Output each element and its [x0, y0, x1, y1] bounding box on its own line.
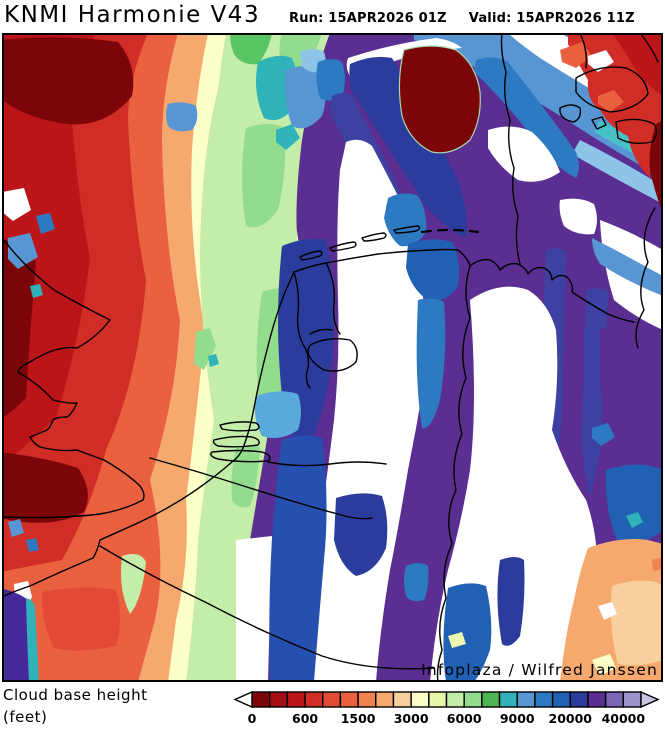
colorbar-segment: [463, 691, 483, 708]
wadden-islands: [299, 225, 421, 261]
colorbar-segment: [481, 691, 501, 708]
colorbar-segment: [375, 691, 395, 708]
border-nl-de: [436, 265, 471, 682]
page-title: KNMI Harmonie V43: [4, 2, 261, 28]
colorbar: 0 600 1500 3000 6000 9000 20000 40000: [233, 690, 660, 726]
region-red-patch-south: [41, 587, 120, 651]
colorbar-segment: [410, 691, 430, 708]
ijsselmeer-west: [293, 271, 311, 389]
colorbar-segment: [587, 691, 607, 708]
maroon-blob-offshore: [398, 45, 481, 154]
border-be-nl: [149, 457, 373, 520]
colorbar-segment: [604, 691, 625, 708]
indigo-streak-1: [349, 56, 467, 238]
map-frame: [2, 33, 663, 682]
colorbar-segment: [251, 691, 271, 708]
colorbar-title-line2: (feet): [3, 708, 48, 726]
colorbar-tick-label: 0: [248, 711, 257, 726]
rivers-delta: [267, 461, 387, 467]
markermeer: [309, 328, 333, 335]
run-timestamp: Run: 15APR2026 01Z: [289, 11, 447, 26]
colorbar-segment: [322, 691, 342, 708]
blue-streak-ne: [474, 57, 579, 178]
colorbar-tick-label: 20000: [549, 711, 593, 726]
coast-england: [2, 236, 145, 519]
white-east: [430, 286, 597, 682]
attribution: Infoplaza / Wilfred Janssen: [421, 661, 658, 679]
green-field-centre: [121, 33, 330, 682]
white-central-wedge: [302, 139, 428, 682]
sea-border-dashed: [420, 228, 480, 234]
colorbar-segment: [445, 691, 465, 708]
colorbar-left-arrow: [233, 690, 253, 709]
blue-patches: [254, 193, 663, 682]
colorbar-segment: [392, 691, 412, 708]
region-maroon-midleft: [2, 238, 36, 419]
peach-corner-se: [560, 539, 663, 682]
colorbar-right-arrow: [640, 690, 660, 709]
colorbar-segment: [428, 691, 448, 708]
flevoland: [307, 337, 358, 372]
colorbar-title-line1: Cloud base height: [3, 686, 148, 704]
map-panel: Infoplaza / Wilfred Janssen: [2, 33, 663, 682]
region-maroon-topleft: [2, 37, 134, 125]
danish-islands: [559, 66, 658, 145]
colorbar-tick-label: 9000: [500, 711, 535, 726]
colorbar-tick-label: 3000: [394, 711, 429, 726]
ijsselmeer-east: [325, 262, 341, 335]
colorbar-segment: [516, 691, 536, 708]
colorbar-segment: [622, 691, 642, 708]
colorbar-tick-label: 1500: [341, 711, 376, 726]
colorbar-segment: [357, 691, 377, 708]
colorbar-segment: [534, 691, 554, 708]
coastlines: [2, 33, 659, 682]
coast-german-bight: [457, 249, 574, 293]
colorbar-segment: [286, 691, 306, 708]
coast-jutland-west: [500, 33, 521, 265]
colorbar-segment: [304, 691, 324, 708]
run-valid-line: Run: 15APR2026 01Z Valid: 15APR2026 11Z: [289, 11, 635, 26]
afsluitdijk: [293, 262, 327, 273]
colorbar-tick-label: 40000: [602, 711, 646, 726]
sea-flecks-west: [2, 188, 55, 682]
colorbar-segment: [551, 691, 571, 708]
border-be-fr: [99, 545, 435, 670]
coast-france-belgium: [2, 447, 244, 598]
river-elbe: [571, 291, 635, 323]
colorbar-tick-label: 600: [292, 711, 318, 726]
coast-friesland: [325, 248, 459, 264]
region-maroon-london: [2, 452, 88, 523]
coast-holland: [242, 271, 295, 449]
zeeland-islands: [210, 421, 271, 463]
cyan-cluster-top-centre: [166, 49, 345, 150]
colorbar-segment: [339, 691, 359, 708]
colorbar-segment: [569, 691, 589, 708]
valid-timestamp: Valid: 15APR2026 11Z: [468, 11, 635, 26]
colorbar-segment: [268, 691, 289, 708]
river-weser: [635, 207, 656, 349]
colorbar-segment: [498, 691, 518, 708]
weather-map-svg: Infoplaza / Wilfred Janssen: [2, 33, 663, 682]
denmark-lines: [579, 33, 659, 69]
colorbar-tick-label: 6000: [447, 711, 482, 726]
